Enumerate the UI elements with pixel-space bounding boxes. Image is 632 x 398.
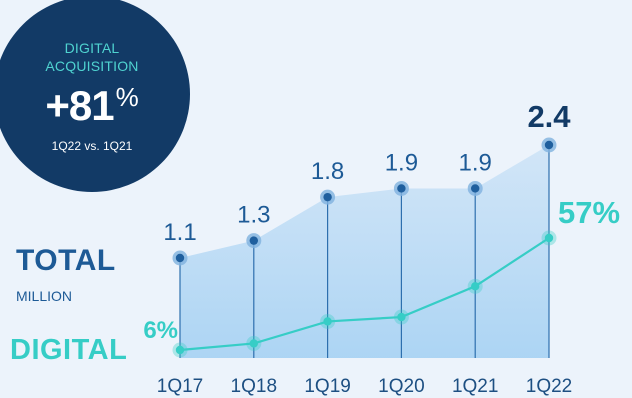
- badge-number: +81: [45, 82, 114, 129]
- total-value-label-1Q19: 1.8: [311, 158, 344, 185]
- badge-value: +81%: [0, 82, 190, 130]
- x-tick-label-1Q17: 1Q17: [157, 376, 203, 397]
- total-area: [180, 145, 549, 358]
- total-point-1Q17: [175, 253, 185, 263]
- x-tick-label-1Q21: 1Q21: [452, 376, 498, 397]
- total-value-label-1Q21: 1.9: [459, 149, 492, 176]
- total-point-1Q21: [471, 184, 480, 193]
- digital-value-label-1Q22: 57%: [558, 195, 620, 230]
- digital-point-1Q18: [249, 339, 258, 348]
- badge-title-line1: DIGITAL: [64, 40, 120, 56]
- total-value-label-1Q18: 1.3: [237, 202, 270, 229]
- total-point-1Q19: [323, 192, 332, 202]
- total-point-1Q20: [397, 184, 406, 193]
- digital-point-1Q20: [397, 312, 406, 322]
- digital-point-1Q17: [175, 345, 185, 355]
- x-tick-label-1Q20: 1Q20: [378, 376, 424, 397]
- digital-value-label-1Q17: 6%: [143, 317, 178, 344]
- digital-point-1Q22: [544, 233, 554, 243]
- total-value-label-1Q22: 2.4: [527, 99, 571, 134]
- x-tick-label-1Q22: 1Q22: [526, 376, 572, 397]
- total-point-1Q18: [249, 236, 258, 245]
- digital-acquisition-badge: DIGITAL ACQUISITION +81% 1Q22 vs. 1Q21: [0, 0, 190, 192]
- digital-point-1Q19: [323, 317, 332, 326]
- total-value-label-1Q20: 1.9: [385, 149, 418, 176]
- total-value-label-1Q17: 1.1: [163, 219, 196, 246]
- x-tick-label-1Q18: 1Q18: [231, 376, 277, 397]
- badge-unit: %: [115, 82, 139, 112]
- x-tick-label-1Q19: 1Q19: [304, 376, 350, 397]
- badge-title-line2: ACQUISITION: [45, 58, 139, 74]
- total-unit-label: MILLION: [16, 288, 73, 304]
- digital-series-label: DIGITAL: [10, 334, 128, 366]
- digital-point-1Q21: [471, 282, 480, 291]
- digital-line: [179, 237, 550, 352]
- total-series-label: TOTAL: [16, 244, 116, 277]
- badge-comparison-note: 1Q22 vs. 1Q21: [51, 139, 133, 153]
- total-point-1Q22: [544, 140, 554, 150]
